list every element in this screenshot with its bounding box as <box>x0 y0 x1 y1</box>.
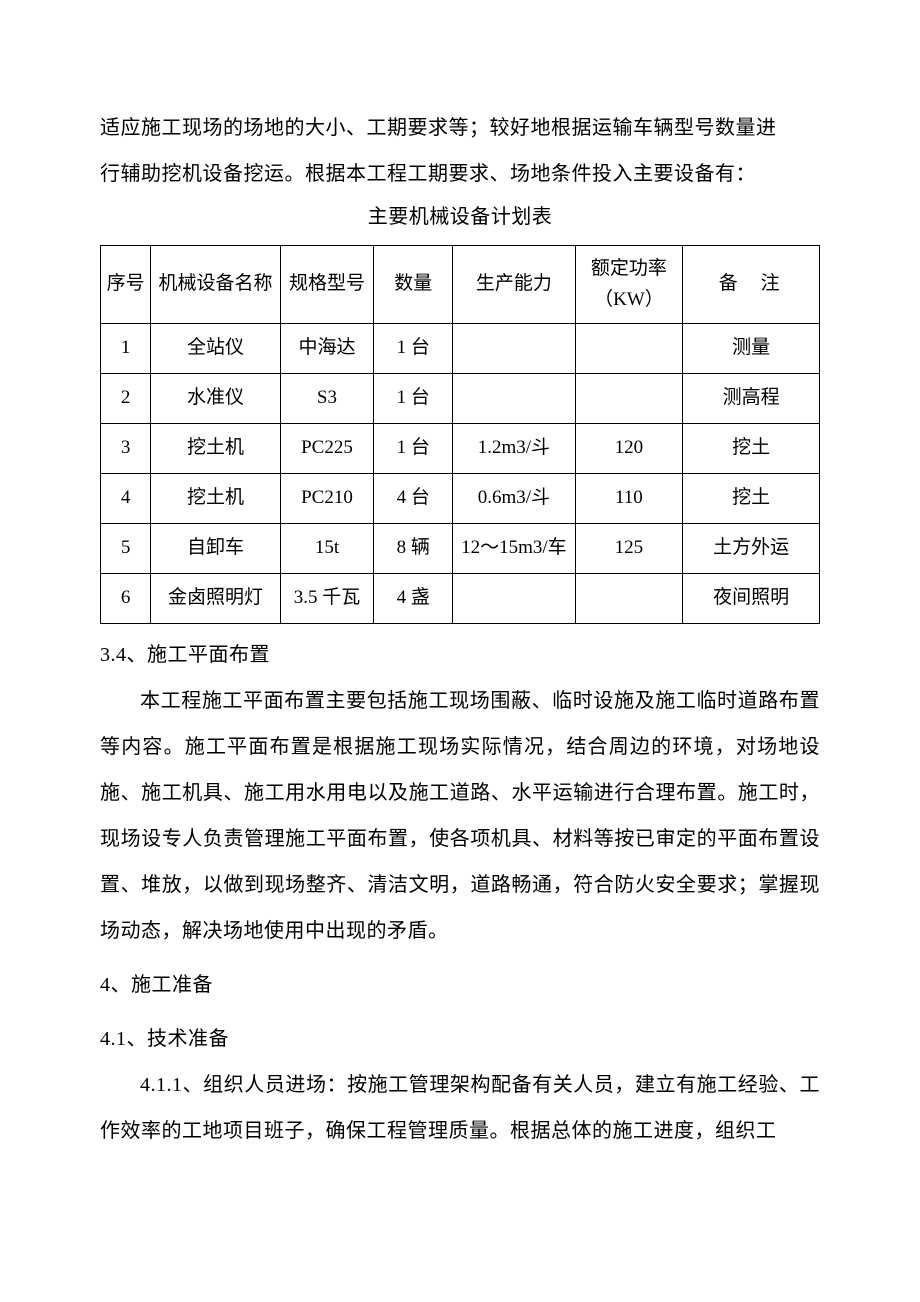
cell-note: 测高程 <box>683 374 820 424</box>
header-power: 额定功率 （KW） <box>575 246 683 324</box>
table-row: 1全站仪中海达1 台 测量 <box>101 324 820 374</box>
cell-capacity <box>453 374 575 424</box>
cell-seq: 3 <box>101 424 151 474</box>
cell-seq: 1 <box>101 324 151 374</box>
table-header-row: 序号 机械设备名称 规格型号 数量 生产能力 额定功率 （KW） 备注 <box>101 246 820 324</box>
section-3-4-body: 本工程施工平面布置主要包括施工现场围蔽、临时设施及施工临时道路布置等内容。施工平… <box>100 678 820 954</box>
intro-paragraph-line1: 适应施工现场的场地的大小、工期要求等；较好地根据运输车辆型号数量进 <box>100 105 820 151</box>
cell-capacity <box>453 574 575 624</box>
table-row: 6金卤照明灯3.5 千瓦4 盏 夜间照明 <box>101 574 820 624</box>
cell-model: PC225 <box>280 424 373 474</box>
table-row: 5自卸车15t8 辆12～15m3/车125土方外运 <box>101 524 820 574</box>
cell-note: 挖土 <box>683 474 820 524</box>
section-4-heading: 4、施工准备 <box>100 962 820 1008</box>
header-name: 机械设备名称 <box>151 246 280 324</box>
cell-power <box>575 324 683 374</box>
cell-name: 自卸车 <box>151 524 280 574</box>
cell-seq: 4 <box>101 474 151 524</box>
cell-name: 金卤照明灯 <box>151 574 280 624</box>
section-4-1-1-paragraph: 4.1.1、组织人员进场：按施工管理架构配备有关人员，建立有施工经验、工作效率的… <box>100 1062 820 1154</box>
header-note: 备注 <box>683 246 820 324</box>
cell-capacity: 1.2m3/斗 <box>453 424 575 474</box>
header-model: 规格型号 <box>280 246 373 324</box>
cell-power: 110 <box>575 474 683 524</box>
cell-power: 125 <box>575 524 683 574</box>
header-capacity: 生产能力 <box>453 246 575 324</box>
cell-capacity: 0.6m3/斗 <box>453 474 575 524</box>
cell-qty: 1 台 <box>374 424 453 474</box>
section-3-4-heading: 3.4、施工平面布置 <box>100 632 820 678</box>
cell-note: 夜间照明 <box>683 574 820 624</box>
cell-power: 120 <box>575 424 683 474</box>
cell-qty: 8 辆 <box>374 524 453 574</box>
cell-model: 中海达 <box>280 324 373 374</box>
cell-model: S3 <box>280 374 373 424</box>
cell-name: 挖土机 <box>151 474 280 524</box>
cell-capacity: 12～15m3/车 <box>453 524 575 574</box>
header-qty: 数量 <box>374 246 453 324</box>
cell-name: 水准仪 <box>151 374 280 424</box>
cell-note: 测量 <box>683 324 820 374</box>
cell-seq: 6 <box>101 574 151 624</box>
cell-note: 土方外运 <box>683 524 820 574</box>
cell-name: 挖土机 <box>151 424 280 474</box>
section-4-1-heading: 4.1、技术准备 <box>100 1016 820 1062</box>
header-power-line1: 额定功率 <box>580 254 679 284</box>
cell-model: PC210 <box>280 474 373 524</box>
table-title: 主要机械设备计划表 <box>100 197 820 237</box>
cell-model: 15t <box>280 524 373 574</box>
cell-power <box>575 574 683 624</box>
cell-qty: 1 台 <box>374 374 453 424</box>
cell-model: 3.5 千瓦 <box>280 574 373 624</box>
cell-qty: 1 台 <box>374 324 453 374</box>
header-power-line2: （KW） <box>580 285 679 315</box>
cell-name: 全站仪 <box>151 324 280 374</box>
cell-seq: 5 <box>101 524 151 574</box>
cell-note: 挖土 <box>683 424 820 474</box>
table-row: 3挖土机PC2251 台1.2m3/斗120挖土 <box>101 424 820 474</box>
header-seq: 序号 <box>101 246 151 324</box>
intro-paragraph-line2: 行辅助挖机设备挖运。根据本工程工期要求、场地条件投入主要设备有： <box>100 151 820 197</box>
cell-qty: 4 台 <box>374 474 453 524</box>
table-row: 4挖土机PC2104 台0.6m3/斗110挖土 <box>101 474 820 524</box>
cell-seq: 2 <box>101 374 151 424</box>
cell-capacity <box>453 324 575 374</box>
cell-power <box>575 374 683 424</box>
cell-qty: 4 盏 <box>374 574 453 624</box>
table-row: 2水准仪S31 台 测高程 <box>101 374 820 424</box>
equipment-table: 序号 机械设备名称 规格型号 数量 生产能力 额定功率 （KW） 备注 1全站仪… <box>100 245 820 624</box>
